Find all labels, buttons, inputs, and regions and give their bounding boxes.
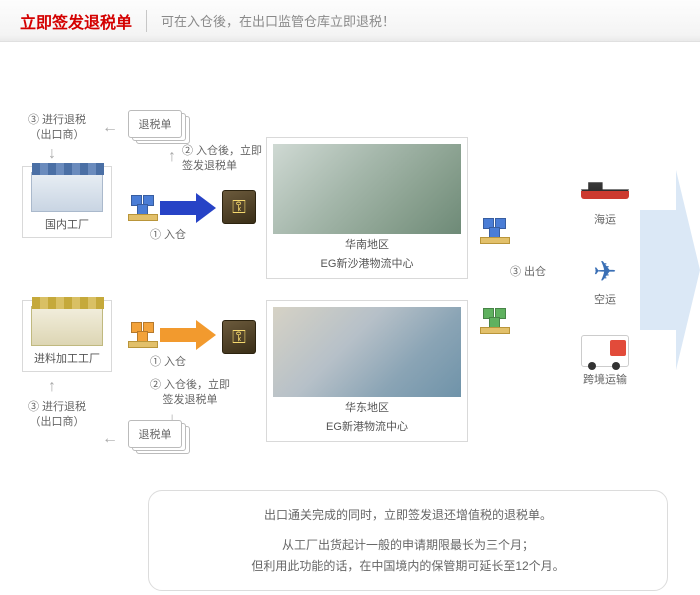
doc-stack-top: 退税单 bbox=[128, 110, 190, 144]
pallet-out-green-icon bbox=[480, 308, 510, 334]
pallet-out-blue-icon bbox=[480, 218, 510, 244]
center-east-line2: EG新港物流中心 bbox=[273, 420, 461, 435]
transport-sea: 海运 bbox=[570, 175, 640, 227]
transport-label: 跨境运输 bbox=[570, 371, 640, 387]
center-east-line1: 华东地区 bbox=[273, 401, 461, 416]
arrow-blue-icon bbox=[160, 193, 216, 228]
center-photo-icon bbox=[273, 144, 461, 234]
step3-out: ③ 出仓 bbox=[510, 265, 546, 280]
note-p1: 出口通关完成的同时，立即签发退还增值税的退税单。 bbox=[167, 505, 649, 525]
plane-icon: ✈ bbox=[581, 255, 629, 287]
truck-icon bbox=[581, 335, 629, 367]
step1-bottom: ① 入仓 bbox=[150, 355, 186, 370]
note-box: 出口通关完成的同时，立即签发退还增值税的退税单。 从工厂出货起计一般的申请期限最… bbox=[148, 490, 668, 591]
note-p2: 从工厂出货起计一般的申请期限最长为三个月； 但利用此功能的话，在中国境内的保管期… bbox=[167, 535, 649, 576]
transport-cross: 跨境运输 bbox=[570, 335, 640, 387]
doc-stack-bottom: 退税单 bbox=[128, 420, 190, 454]
center-east: 华东地区 EG新港物流中心 bbox=[266, 300, 468, 442]
diagram-canvas: 立即签发退税单 可在入仓後，在出口监管仓库立即退税！ 退税单 ③ 进行退税 （出… bbox=[0, 0, 700, 595]
step1-top: ① 入仓 bbox=[150, 228, 186, 243]
doc-label: 退税单 bbox=[128, 420, 182, 448]
transport-label: 空运 bbox=[570, 291, 640, 307]
factory-label: 国内工厂 bbox=[45, 216, 89, 232]
step3-bottom: ③ 进行退税 （出口商） bbox=[28, 400, 86, 430]
arrow-icon: ↑ bbox=[168, 148, 176, 166]
page-title: 立即签发退税单 bbox=[20, 9, 132, 33]
step2-top: ② 入仓後，立即 签发退税单 bbox=[182, 144, 262, 174]
key-icon: ⚿ bbox=[222, 320, 256, 354]
header: 立即签发退税单 可在入仓後，在出口监管仓库立即退税！ bbox=[0, 0, 700, 42]
transport-label: 海运 bbox=[570, 211, 640, 227]
arrow-icon: ← bbox=[102, 430, 118, 448]
pallet-blue-icon bbox=[128, 195, 158, 221]
exit-arrow-icon bbox=[640, 170, 700, 370]
factory-icon bbox=[31, 172, 103, 212]
header-divider bbox=[146, 10, 147, 32]
arrow-icon: ↑ bbox=[48, 378, 56, 396]
arrow-icon: ↓ bbox=[48, 145, 56, 163]
center-south-line2: EG新沙港物流中心 bbox=[273, 257, 461, 272]
step2-bottom: ② 入仓後，立即 签发退税单 bbox=[150, 378, 230, 408]
pallet-orange-icon bbox=[128, 322, 158, 348]
transport-air: ✈ 空运 bbox=[570, 255, 640, 307]
center-south-line1: 华南地区 bbox=[273, 238, 461, 253]
factory-domestic: 国内工厂 bbox=[22, 166, 112, 238]
factory-processing: 进料加工工厂 bbox=[22, 300, 112, 372]
arrow-orange-icon bbox=[160, 320, 216, 355]
page-subtitle: 可在入仓後，在出口监管仓库立即退税！ bbox=[161, 11, 395, 30]
factory-label: 进料加工工厂 bbox=[34, 350, 100, 366]
key-icon: ⚿ bbox=[222, 190, 256, 224]
arrow-icon: ← bbox=[102, 119, 118, 137]
step3-top: ③ 进行退税 （出口商） bbox=[28, 113, 86, 143]
doc-label: 退税单 bbox=[128, 110, 182, 138]
factory-icon bbox=[31, 306, 103, 346]
center-photo-icon bbox=[273, 307, 461, 397]
center-south: 华南地区 EG新沙港物流中心 bbox=[266, 137, 468, 279]
